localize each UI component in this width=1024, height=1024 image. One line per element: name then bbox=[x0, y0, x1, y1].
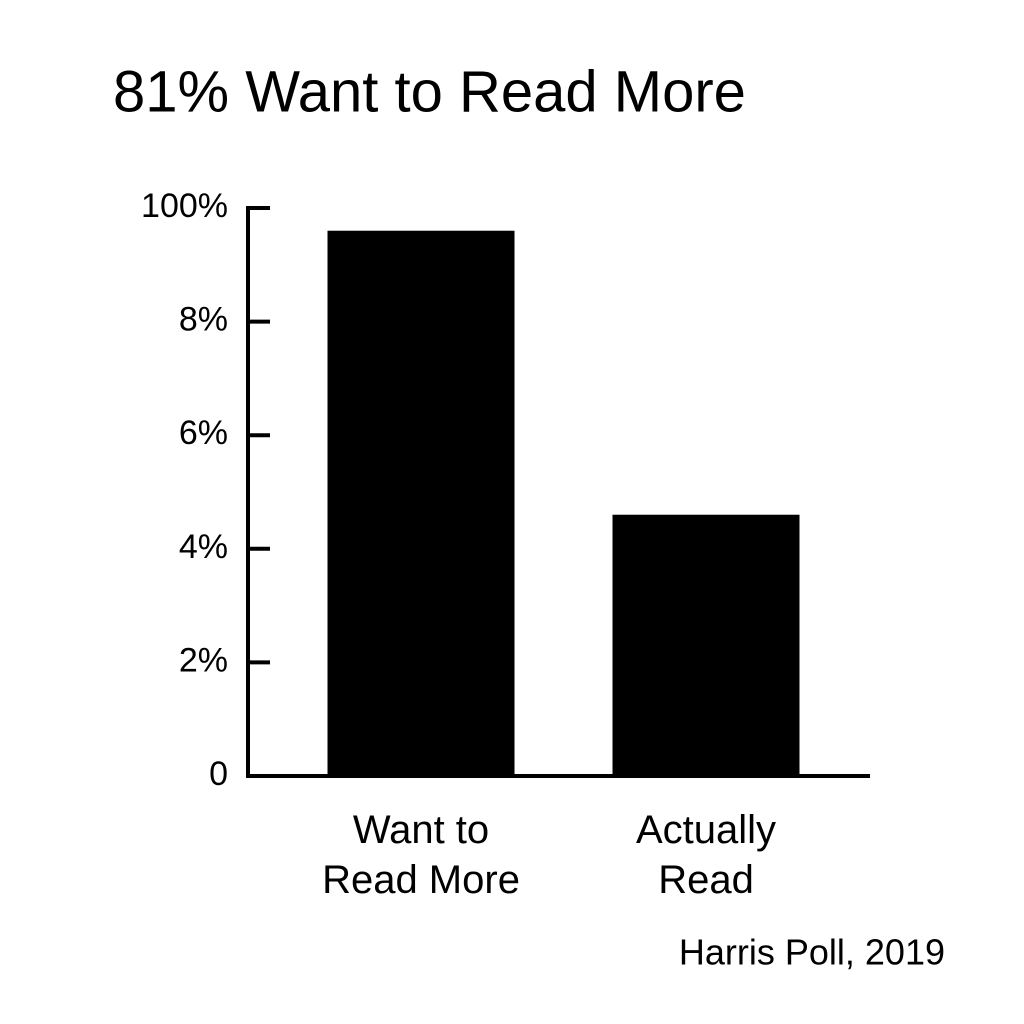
source-note: Harris Poll, 2019 bbox=[679, 932, 945, 973]
y-tick-label: 6% bbox=[179, 414, 228, 452]
chart-title: 81% Want to Read More bbox=[113, 59, 746, 124]
y-tick-label: 2% bbox=[179, 641, 228, 679]
y-tick-label: 0 bbox=[209, 755, 228, 793]
x-tick-label: Actually Read bbox=[635, 808, 777, 902]
x-tick-label: Want to Read More bbox=[322, 808, 520, 902]
y-tick-label: 8% bbox=[179, 301, 228, 339]
y-tick-label: 4% bbox=[179, 528, 228, 566]
bar bbox=[612, 514, 800, 776]
bar bbox=[327, 230, 515, 777]
y-tick-label: 100% bbox=[141, 187, 228, 225]
